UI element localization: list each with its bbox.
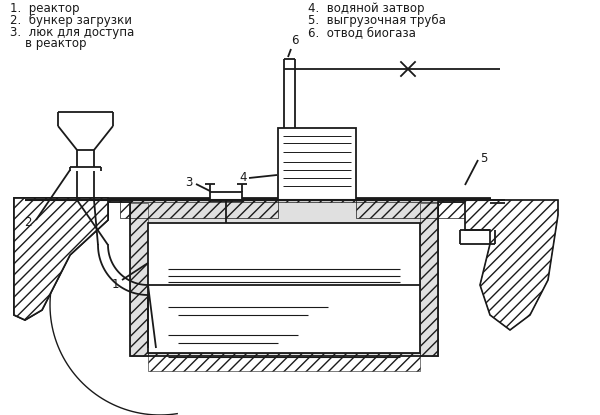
Text: 5.  выгрузочная труба: 5. выгрузочная труба	[308, 14, 446, 27]
Bar	[148, 223, 420, 353]
Text: 4: 4	[239, 171, 247, 185]
Text: в реактор: в реактор	[10, 37, 86, 50]
Text: 4.  водяной затвор: 4. водяной затвор	[308, 2, 425, 15]
Bar	[278, 128, 356, 200]
Text: 6: 6	[291, 34, 299, 47]
Polygon shape	[14, 198, 108, 320]
Text: 5: 5	[480, 151, 487, 164]
Bar	[210, 192, 242, 201]
Text: 2.  бункер загрузки: 2. бункер загрузки	[10, 14, 132, 27]
Text: 1: 1	[111, 278, 119, 291]
Text: 1.  реактор: 1. реактор	[10, 2, 79, 15]
Text: 6.  отвод биогаза: 6. отвод биогаза	[308, 26, 416, 39]
Text: 3.  люк для доступа: 3. люк для доступа	[10, 26, 134, 39]
Polygon shape	[14, 198, 490, 356]
Polygon shape	[465, 200, 558, 330]
Text: 3: 3	[185, 176, 193, 190]
Text: 2: 2	[24, 217, 32, 229]
